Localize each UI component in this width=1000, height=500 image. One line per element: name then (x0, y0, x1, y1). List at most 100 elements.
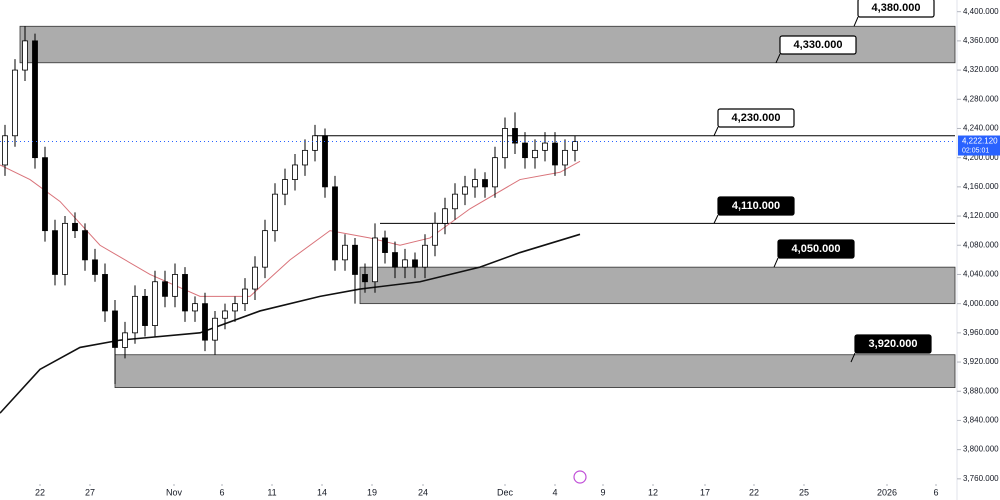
annotation-pointer (850, 352, 856, 363)
x-tick-label: 6 (219, 487, 224, 497)
candle-body (132, 295, 138, 334)
candle-body (32, 40, 38, 159)
candle-body (312, 135, 318, 151)
annotation-label: 4,330.000 (794, 39, 843, 51)
annotation-label: 4,050.000 (792, 243, 841, 255)
annotation-box (857, 0, 935, 18)
y-tick-label: 4,040.000 (963, 270, 999, 279)
candle-body (292, 164, 298, 180)
last-price-box (958, 135, 1000, 156)
annotation-box (717, 196, 795, 216)
candle-body (262, 230, 268, 268)
candle-body (102, 274, 108, 312)
annotation-label: 4,110.000 (732, 200, 780, 212)
replay-icon[interactable] (573, 470, 587, 484)
candle-body (502, 128, 508, 159)
x-tick-label: 27 (85, 487, 95, 497)
annotation-label: 4,230.000 (732, 112, 781, 124)
candle-body (62, 222, 68, 275)
annotation-box (777, 239, 855, 259)
y-tick-label: 4,120.000 (963, 211, 999, 220)
candle-body (2, 135, 8, 166)
x-tick-label: 4 (552, 487, 557, 497)
y-tick-label: 3,800.000 (963, 445, 999, 454)
candle-body (432, 222, 438, 246)
x-tick-label: 25 (799, 487, 809, 497)
y-tick-label: 3,840.000 (963, 416, 999, 425)
candle-body (542, 142, 548, 151)
candle-body (452, 193, 458, 210)
zone (114, 354, 956, 388)
y-tick-label: 4,080.000 (963, 240, 999, 249)
annotation-label: 3,920.000 (869, 338, 918, 350)
candle-body (142, 295, 148, 326)
candle-body (412, 259, 418, 268)
last-price-label: 4,222.120 (962, 137, 998, 146)
candle-body (72, 222, 78, 232)
candle-body (372, 237, 378, 283)
candle-body (552, 142, 558, 166)
candle-body (252, 266, 258, 290)
y-tick-label: 3,880.000 (963, 386, 999, 395)
y-tick-label: 3,920.000 (963, 357, 999, 366)
annotation-pointer (713, 214, 719, 224)
candle-body (352, 244, 358, 275)
candle-body (272, 193, 278, 232)
y-tick-label: 4,240.000 (963, 124, 999, 133)
x-tick-label: 6 (933, 487, 938, 497)
candle-body (402, 259, 408, 268)
x-tick-label: 22 (35, 487, 45, 497)
x-tick-label: 22 (749, 487, 759, 497)
y-tick-label: 4,200.000 (963, 153, 999, 162)
annotation-pointer (713, 126, 719, 136)
candle-body (532, 149, 538, 159)
candle-body (572, 141, 578, 151)
x-tick-label: 24 (418, 487, 428, 497)
y-tick-label: 4,000.000 (963, 299, 999, 308)
candle-body (522, 142, 528, 159)
x-tick-label: 11 (267, 487, 276, 497)
x-tick-label: Dec (497, 487, 514, 497)
x-tick-label: 12 (648, 487, 658, 497)
annotation-pointer (853, 16, 859, 27)
y-tick-label: 4,320.000 (963, 65, 999, 74)
candle-body (112, 310, 118, 348)
x-tick-label: 14 (317, 487, 327, 497)
annotation-pointer (773, 257, 779, 268)
candle-body (482, 179, 488, 188)
candle-body (92, 259, 98, 275)
x-tick-label: 19 (367, 487, 377, 497)
candle-body (442, 208, 448, 224)
zone (359, 266, 956, 305)
candle-body (212, 317, 218, 341)
candle-body (512, 128, 518, 144)
candle-body (222, 310, 228, 319)
candle-body (162, 281, 168, 297)
annotation-label: 4,380.000 (872, 2, 921, 14)
candle-body (122, 332, 128, 348)
countdown: 02:05:01 (962, 147, 989, 154)
annotation-box (854, 334, 932, 354)
candle-body (172, 274, 178, 297)
y-tick-label: 4,400.000 (963, 7, 999, 16)
candle-body (182, 274, 188, 312)
candle-body (202, 303, 208, 341)
candle-body (392, 252, 398, 268)
y-tick-label: 3,760.000 (963, 474, 999, 483)
y-tick-label: 3,960.000 (963, 328, 999, 337)
x-tick-label: 9 (600, 487, 605, 497)
candle-body (332, 186, 338, 261)
annotation-box (717, 108, 795, 128)
y-tick-label: 4,360.000 (963, 36, 999, 45)
candle-body (12, 69, 18, 137)
x-tick-label: Nov (166, 487, 183, 497)
candle-body (42, 157, 48, 232)
candle-body (322, 135, 328, 188)
y-tick-label: 4,280.000 (963, 94, 999, 103)
candle-body (232, 303, 238, 312)
candle-body (472, 179, 478, 188)
candle-body (422, 244, 428, 268)
candle-body (562, 149, 568, 166)
x-tick-label: 17 (700, 487, 710, 497)
